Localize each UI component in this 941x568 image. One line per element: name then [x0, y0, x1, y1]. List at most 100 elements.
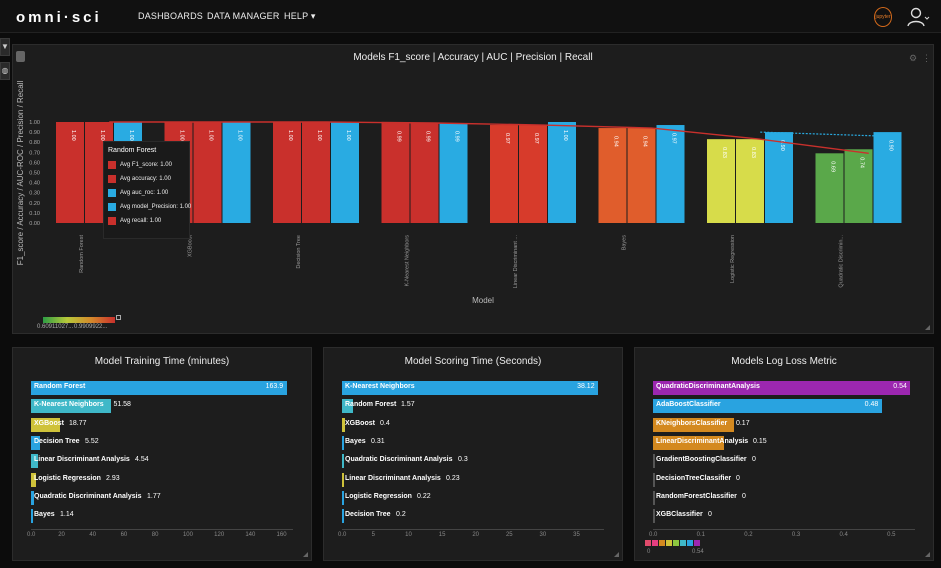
hbar[interactable]: [653, 472, 655, 487]
hbar[interactable]: [31, 381, 287, 395]
hbar[interactable]: [31, 490, 34, 505]
hbar-label: QuadraticDiscriminantAnalysis: [656, 383, 760, 390]
hbar-row[interactable]: K-Nearest Neighbors 51.58: [31, 399, 293, 414]
hbar-value: 2.93: [106, 474, 120, 482]
hbar[interactable]: [31, 472, 36, 487]
hbar-row[interactable]: Linear Discriminant Analysis 4.54: [31, 454, 293, 469]
user-icon[interactable]: [906, 6, 930, 28]
hbar-row[interactable]: K-Nearest Neighbors 38.12: [342, 381, 604, 395]
hbar[interactable]: [342, 509, 344, 524]
bar[interactable]: [222, 122, 251, 223]
bar[interactable]: [439, 123, 468, 223]
tooltip-title: Random Forest: [108, 147, 157, 154]
hbar[interactable]: [31, 399, 112, 414]
more-icon[interactable]: ⋮: [922, 53, 931, 63]
legend-max: 0.990992​2...: [74, 324, 108, 330]
hbar-row[interactable]: Decision Tree 5.52: [31, 435, 293, 450]
hbar[interactable]: [31, 509, 33, 524]
hbar[interactable]: [342, 399, 353, 414]
hbar-row[interactable]: DecisionTreeClassifier 0: [653, 472, 915, 487]
resize-handle[interactable]: [614, 552, 619, 557]
resize-handle[interactable]: [925, 552, 930, 557]
bar[interactable]: [519, 125, 547, 223]
hbar-label: K-Nearest Neighbors: [345, 383, 415, 390]
hbar[interactable]: [342, 417, 345, 432]
hbar[interactable]: [653, 399, 882, 414]
nav-help[interactable]: HELP ▾: [284, 11, 316, 21]
hbar[interactable]: [653, 490, 655, 505]
y-tick-label: 0.50: [29, 171, 40, 177]
bar[interactable]: [331, 122, 359, 223]
hbar[interactable]: [653, 509, 655, 524]
hbar-row[interactable]: QuadraticDiscriminantAnalysis 0.54: [653, 381, 915, 395]
palette-icon[interactable]: ◍: [0, 62, 10, 80]
bar[interactable]: [548, 122, 576, 223]
hbar-row[interactable]: KNeighborsClassifier 0.17: [653, 417, 915, 432]
filter-icon[interactable]: ▼: [0, 38, 10, 56]
hbar[interactable]: [342, 454, 344, 469]
bar[interactable]: [598, 128, 627, 223]
hbar[interactable]: [653, 417, 734, 432]
bar[interactable]: [844, 149, 873, 223]
bar[interactable]: [765, 132, 793, 223]
bar-value-label: 0.69: [830, 161, 836, 172]
omnisci-logo[interactable]: omni·sci: [16, 9, 102, 26]
bar[interactable]: [736, 139, 764, 223]
hbar-row[interactable]: GradientBoostingClassifier 0: [653, 454, 915, 469]
bar[interactable]: [873, 132, 902, 223]
hbar[interactable]: [342, 435, 345, 450]
hbar[interactable]: [342, 472, 344, 487]
hbar-value: 0.54: [893, 383, 907, 390]
hbar-row[interactable]: XGBClassifier 0: [653, 509, 915, 524]
hbar-row[interactable]: XGBoost 18.77: [31, 417, 293, 432]
datasource-icon[interactable]: [16, 51, 25, 62]
bar[interactable]: [627, 128, 656, 223]
hbar-row[interactable]: Linear Discriminant Analysis 0.23: [342, 472, 604, 487]
hbar-row[interactable]: Decision Tree 0.2: [342, 509, 604, 524]
hbar-row[interactable]: AdaBoostClassifier 0.48: [653, 399, 915, 414]
jupyter-icon[interactable]: jupyter: [874, 7, 892, 27]
bar[interactable]: [707, 139, 735, 223]
nav-data-manager[interactable]: DATA MANAGER: [207, 11, 280, 21]
hbar[interactable]: [31, 435, 40, 450]
hbar[interactable]: [342, 490, 344, 505]
lock-icon[interactable]: [116, 315, 121, 320]
hbar-row[interactable]: Quadratic Discriminant Analysis 1.77: [31, 490, 293, 505]
hbar-row[interactable]: LinearDiscriminantAnalysis 0.15: [653, 435, 915, 450]
bar[interactable]: [815, 153, 844, 223]
hbar-row[interactable]: Random Forest 1.57: [342, 399, 604, 414]
resize-handle[interactable]: [925, 325, 930, 330]
hbar-row[interactable]: Quadratic Discriminant Analysis 0.3: [342, 454, 604, 469]
hbar-value: 0.2: [396, 511, 406, 519]
hbar-row[interactable]: Bayes 1.14: [31, 509, 293, 524]
tooltip-swatch: [108, 203, 116, 211]
hbar[interactable]: [31, 417, 61, 432]
bar[interactable]: [381, 123, 410, 223]
hbar-row[interactable]: Random Forest 163.9: [31, 381, 293, 395]
bar[interactable]: [273, 122, 301, 223]
x-tick-label: 0.0: [27, 532, 36, 539]
nav-dashboards[interactable]: DASHBOARDS: [138, 11, 204, 21]
hbar-row[interactable]: Logistic Regression 0.22: [342, 490, 604, 505]
bar[interactable]: [302, 122, 330, 223]
bar[interactable]: [490, 125, 518, 223]
hbar[interactable]: [653, 381, 911, 395]
gear-icon[interactable]: ⚙: [909, 53, 918, 63]
hbar[interactable]: [653, 454, 655, 469]
hbar-row[interactable]: RandomForestClassifier 0: [653, 490, 915, 505]
bar[interactable]: [56, 122, 84, 223]
bar[interactable]: [656, 125, 685, 223]
hbar-row[interactable]: Bayes 0.31: [342, 435, 604, 450]
resize-handle[interactable]: [303, 552, 308, 557]
hbar[interactable]: [653, 435, 725, 450]
x-axis-line: [342, 529, 604, 531]
bar-value-label: 1.00: [345, 130, 351, 141]
bar[interactable]: [193, 122, 222, 223]
hbar-row[interactable]: Logistic Regression 2.93: [31, 472, 293, 487]
hbar-row[interactable]: XGBoost 0.4: [342, 417, 604, 432]
bar[interactable]: [410, 123, 439, 223]
hbar[interactable]: [31, 454, 39, 469]
hbar-label: KNeighborsClassifier: [656, 419, 728, 427]
hbar[interactable]: [342, 381, 599, 395]
tooltip-row: Avg F1_score: 1.00: [108, 161, 185, 169]
